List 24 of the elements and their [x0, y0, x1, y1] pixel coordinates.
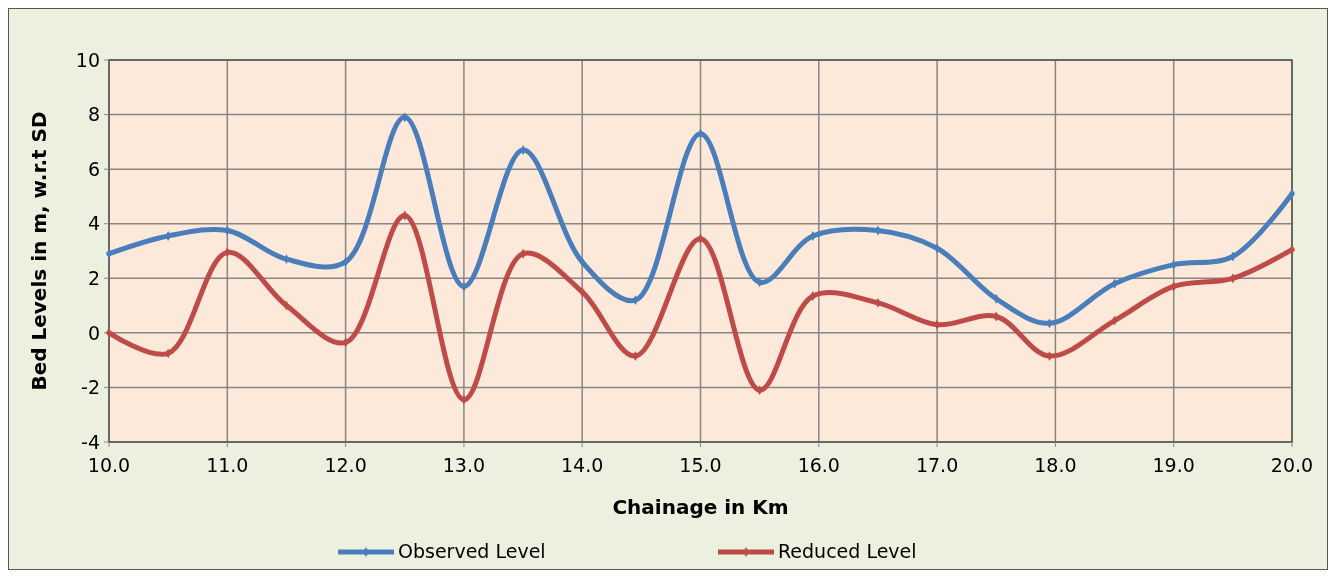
y-tick-label: 8 [87, 103, 100, 126]
x-tick-label: 18.0 [1034, 454, 1077, 476]
x-tick-label: 10.0 [87, 454, 131, 476]
y-tick-label: 4 [87, 212, 100, 235]
y-tick-label: -4 [81, 430, 100, 453]
x-tick-label: 17.0 [915, 454, 959, 476]
x-tick-label: 12.0 [324, 454, 367, 476]
point [579, 287, 586, 297]
x-axis-title: Chainage in Km [612, 495, 789, 519]
x-tick-label: 16.0 [797, 454, 840, 476]
x-tick-label: 19.0 [1152, 454, 1195, 476]
y-tick-label: 10 [75, 48, 100, 71]
x-tick-label: 15.0 [679, 454, 722, 476]
y-tick-label: 2 [87, 266, 100, 289]
legend-label: Reduced Level [778, 540, 917, 562]
y-tick-label: 0 [87, 321, 100, 344]
x-tick-label: 11.0 [206, 454, 249, 476]
y-tick-label: -2 [81, 376, 100, 399]
x-tick-label: 14.0 [561, 454, 604, 476]
y-tick-label: 6 [87, 157, 100, 180]
x-tick-label: 20.0 [1270, 454, 1314, 476]
x-tick-label: 13.0 [442, 454, 486, 476]
legend-label: Observed Level [398, 540, 546, 562]
y-axis-title: Bed Levels in m, w.r.t SD [27, 111, 51, 391]
